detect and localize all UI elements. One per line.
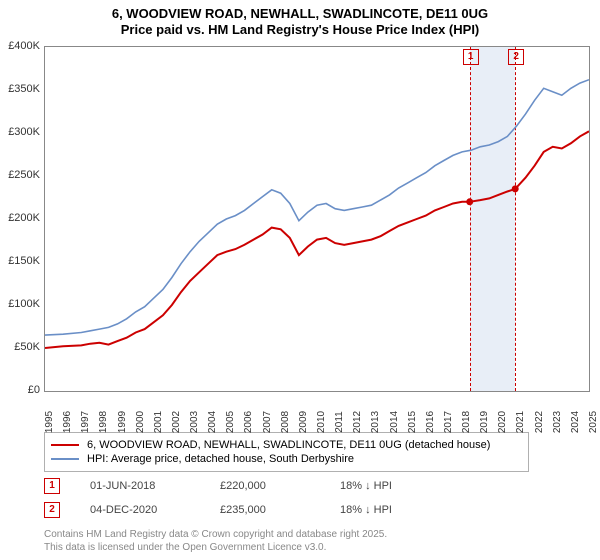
footer-line-2: This data is licensed under the Open Gov…: [44, 541, 387, 554]
y-tick-label: £200K: [8, 212, 40, 224]
sale-row: 2 04-DEC-2020 £235,000 18% ↓ HPI: [44, 502, 590, 518]
legend: 6, WOODVIEW ROAD, NEWHALL, SWADLINCOTE, …: [44, 432, 529, 472]
y-tick-label: £250K: [8, 169, 40, 181]
x-tick-label: 2020: [497, 411, 508, 433]
legend-label: HPI: Average price, detached house, Sout…: [87, 453, 354, 465]
series-hpi: [45, 80, 589, 335]
y-tick-label: £350K: [8, 83, 40, 95]
x-tick-label: 2012: [352, 411, 363, 433]
chart-container: 6, WOODVIEW ROAD, NEWHALL, SWADLINCOTE, …: [0, 0, 600, 560]
y-tick-label: £300K: [8, 126, 40, 138]
x-tick-label: 2023: [552, 411, 563, 433]
x-tick-label: 2025: [588, 411, 599, 433]
x-tick-label: 1998: [98, 411, 109, 433]
x-tick-label: 2013: [370, 411, 381, 433]
x-tick-label: 2006: [243, 411, 254, 433]
legend-swatch: [51, 444, 79, 446]
sale-delta: 18% ↓ HPI: [340, 480, 392, 492]
x-tick-label: 2019: [479, 411, 490, 433]
x-tick-label: 2000: [135, 411, 146, 433]
series-svg: [45, 47, 589, 391]
x-tick-label: 2024: [570, 411, 581, 433]
x-tick-label: 2011: [334, 411, 345, 433]
y-tick-label: £400K: [8, 40, 40, 52]
y-tick-label: £50K: [14, 341, 40, 353]
title-line-1: 6, WOODVIEW ROAD, NEWHALL, SWADLINCOTE, …: [0, 6, 600, 22]
sale-date: 01-JUN-2018: [90, 480, 220, 492]
plot-area: 12: [44, 46, 590, 392]
y-tick-label: £100K: [8, 298, 40, 310]
x-tick-label: 2004: [207, 411, 218, 433]
sale-row: 1 01-JUN-2018 £220,000 18% ↓ HPI: [44, 478, 590, 494]
x-tick-label: 2021: [515, 411, 526, 433]
legend-item-hpi: HPI: Average price, detached house, Sout…: [51, 453, 522, 465]
x-tick-label: 2007: [262, 411, 273, 433]
footer-attribution: Contains HM Land Registry data © Crown c…: [44, 528, 387, 554]
x-tick-label: 2022: [534, 411, 545, 433]
sale-price: £235,000: [220, 504, 340, 516]
legend-item-price-paid: 6, WOODVIEW ROAD, NEWHALL, SWADLINCOTE, …: [51, 439, 522, 451]
x-tick-label: 1995: [44, 411, 55, 433]
legend-label: 6, WOODVIEW ROAD, NEWHALL, SWADLINCOTE, …: [87, 439, 490, 451]
x-tick-label: 2002: [171, 411, 182, 433]
x-tick-label: 2001: [153, 411, 164, 433]
footer-line-1: Contains HM Land Registry data © Crown c…: [44, 528, 387, 541]
chart-title: 6, WOODVIEW ROAD, NEWHALL, SWADLINCOTE, …: [0, 0, 600, 39]
sale-marker-icon: 1: [44, 478, 60, 494]
x-tick-label: 2010: [316, 411, 327, 433]
x-tick-label: 2009: [298, 411, 309, 433]
y-tick-label: £0: [28, 384, 40, 396]
series-price_paid: [45, 131, 589, 348]
y-tick-label: £150K: [8, 255, 40, 267]
sale-date: 04-DEC-2020: [90, 504, 220, 516]
x-tick-label: 2008: [280, 411, 291, 433]
x-tick-label: 1997: [80, 411, 91, 433]
x-tick-label: 2005: [225, 411, 236, 433]
x-tick-label: 2014: [389, 411, 400, 433]
title-line-2: Price paid vs. HM Land Registry's House …: [0, 22, 600, 38]
x-tick-label: 1999: [117, 411, 128, 433]
x-tick-label: 2003: [189, 411, 200, 433]
sale-dot: [466, 198, 473, 205]
x-tick-label: 2015: [407, 411, 418, 433]
x-tick-label: 2018: [461, 411, 472, 433]
sale-price: £220,000: [220, 480, 340, 492]
x-tick-label: 2016: [425, 411, 436, 433]
x-tick-label: 2017: [443, 411, 454, 433]
sale-dot: [512, 185, 519, 192]
sale-marker-icon: 2: [44, 502, 60, 518]
sale-delta: 18% ↓ HPI: [340, 504, 392, 516]
x-tick-label: 1996: [62, 411, 73, 433]
legend-swatch: [51, 458, 79, 460]
